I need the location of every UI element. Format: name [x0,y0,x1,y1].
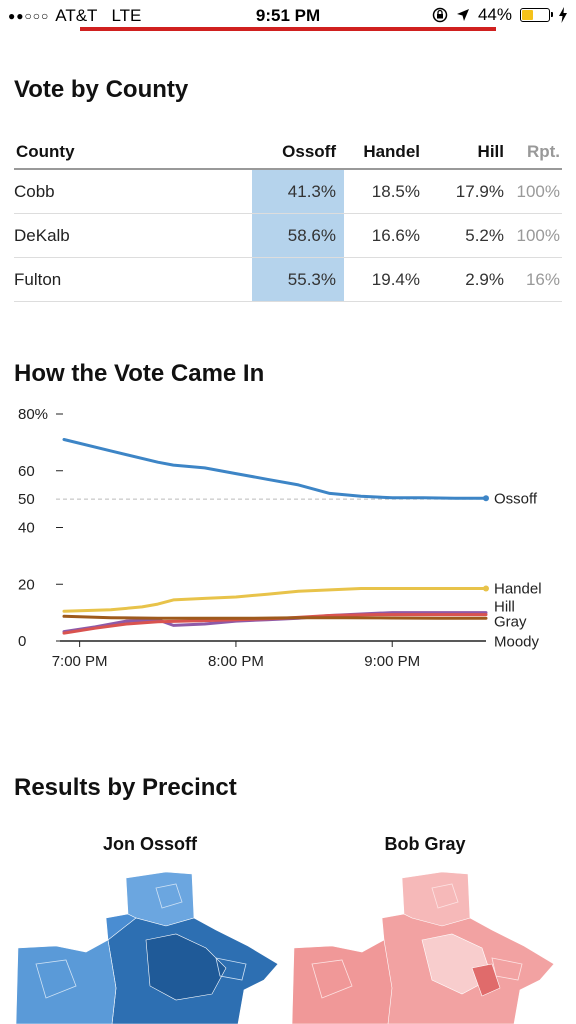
map-title-ossoff: Jon Ossoff [102,834,197,854]
x-tick-label: 9:00 PM [364,653,420,670]
battery-percent: 44% [477,5,512,24]
county-name: DeKalb [14,213,252,258]
handel-share: 18.5% [344,169,428,214]
x-tick-label: 8:00 PM [208,653,264,670]
carrier-name: AT&T [55,6,98,25]
hill-share: 5.2% [428,213,512,258]
vote-timeline-chart: 80% 60 50 40 20 0 7:00 PM 8:00 PM 9:00 PM Ossoff H… [18,406,542,670]
y-tick-label: 60 [18,463,35,480]
reported-share: 100% [512,169,562,214]
network-type: LTE [111,6,142,25]
column-header-handel: Handel [344,136,428,170]
battery-level-fill [522,10,534,20]
location-arrow-icon [456,9,469,21]
handel-share: 19.4% [344,257,428,302]
results-by-precinct-title: Results by Precinct [14,774,237,801]
status-bar-right: 44% [432,5,568,25]
series-end-dot-ossoff [483,495,489,502]
series-end-dot-handel [483,585,489,592]
gray-precinct-map[interactable] [292,868,560,1024]
column-header-reported: Rpt. [512,136,562,170]
y-tick-label: 0 [18,633,26,650]
column-header-ossoff: Ossoff [252,136,344,170]
y-tick-label: 50 [18,491,35,508]
table-row: DeKalb 58.6% 16.6% 5.2% 100% [14,213,562,258]
ossoff-share: 55.3% [252,257,344,302]
map-title-gray: Bob Gray [384,834,466,854]
y-tick-label: 40 [18,520,35,537]
series-label-moody: Moody [494,633,540,650]
reported-share: 16% [512,257,562,302]
hill-share: 17.9% [428,169,512,214]
clock: 9:51 PM [255,6,321,25]
status-bar-left: ●●○○○ AT&T LTE [8,6,141,26]
series-label-hill: Hill [494,599,515,616]
series-label-gray: Gray [494,614,527,631]
y-tick-label: 80% [18,406,48,423]
table-row: Cobb 41.3% 18.5% 17.9% 100% [14,169,562,214]
county-name: Cobb [14,169,252,214]
county-name: Fulton [14,257,252,302]
handel-share: 16.6% [344,213,428,258]
series-line-handel [62,587,488,613]
series-label-handel: Handel [494,581,542,598]
battery-icon [520,8,553,22]
charging-bolt-icon [559,7,567,23]
hill-share: 2.9% [428,257,512,302]
table-row: Fulton 55.3% 19.4% 2.9% 16% [14,257,562,302]
vote-came-in-title: How the Vote Came In [14,360,265,387]
x-tick-label: 7:00 PM [52,653,108,670]
table-header-row: County Ossoff Handel Hill Rpt. [14,136,562,170]
column-header-county: County [14,136,252,170]
page-progress-bar [80,27,496,31]
signal-strength-icon: ●●○○○ [8,9,50,23]
ossoff-share: 41.3% [252,169,344,214]
y-tick-label: 20 [18,576,35,593]
vote-by-county-title: Vote by County [14,76,189,103]
vote-by-county-table: County Ossoff Handel Hill Rpt. Cobb 41.3… [14,136,562,302]
series-line-ossoff [62,438,488,500]
ossoff-precinct-map[interactable] [16,868,284,1024]
series-label-ossoff: Ossoff [494,490,538,507]
orientation-lock-icon [432,7,448,23]
reported-share: 100% [512,213,562,258]
series-line-moody [62,614,488,620]
ossoff-share: 58.6% [252,213,344,258]
column-header-hill: Hill [428,136,512,170]
status-bar: ●●○○○ AT&T LTE 9:51 PM 44% [0,0,576,32]
